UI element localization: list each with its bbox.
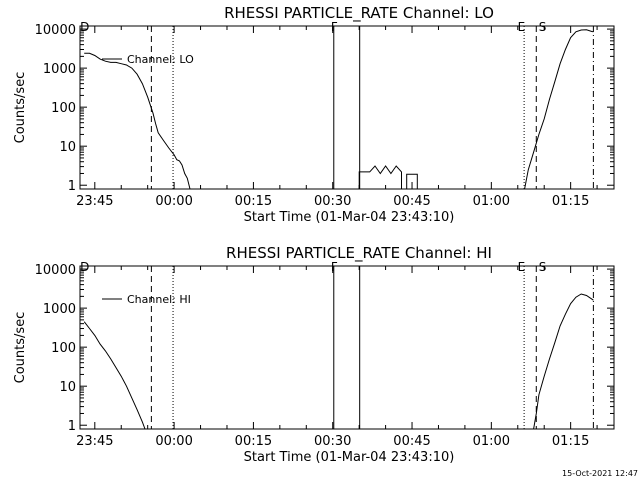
x-tick-label: 01:00 <box>473 434 510 449</box>
y-tick-label: 10000 <box>35 23 76 38</box>
series-line <box>533 293 594 429</box>
series-line <box>406 173 418 189</box>
y-tick-label: 1 <box>68 179 76 194</box>
event-marker-s: S <box>539 20 547 34</box>
x-tick-label: 00:30 <box>314 194 351 209</box>
y-tick-label: 1000 <box>43 62 76 77</box>
series-line <box>524 29 594 189</box>
event-marker-e: E <box>518 20 526 34</box>
x-tick-label: 23:45 <box>76 434 113 449</box>
chart-title: RHESSI PARTICLE_RATE Channel: LO <box>224 4 494 23</box>
event-marker-d: D <box>80 260 89 274</box>
event-marker-d: D <box>80 20 89 34</box>
panel-hi: RHESSI PARTICLE_RATE Channel: HI 23:45 00:… <box>13 244 615 465</box>
event-marker-f: F <box>331 260 338 274</box>
x-tick-label: 00:30 <box>314 434 351 449</box>
y-tick-label: 1000 <box>43 302 76 317</box>
legend-label: Channel: HI <box>127 293 191 306</box>
y-tick-label: 10 <box>59 380 76 395</box>
x-tick-label: 00:00 <box>155 194 192 209</box>
y-tick-label: 10 <box>59 140 76 155</box>
y-tick-label: 100 <box>51 341 76 356</box>
x-tick-label: 00:15 <box>235 434 272 449</box>
chart-title: RHESSI PARTICLE_RATE Channel: HI <box>226 244 492 263</box>
series-line <box>83 321 146 429</box>
y-axis-label: Counts/sec <box>13 312 28 384</box>
x-tick-label: 00:15 <box>235 194 272 209</box>
x-tick-label: 23:45 <box>76 194 113 209</box>
x-axis-label: Start Time (01-Mar-04 23:43:10) <box>244 210 455 225</box>
x-tick-label: 00:45 <box>393 194 430 209</box>
x-tick-label: 00:45 <box>393 434 430 449</box>
legend-label: Channel: LO <box>127 53 194 66</box>
event-marker-s: S <box>539 260 547 274</box>
series-line <box>84 52 191 189</box>
x-tick-label: 01:00 <box>473 194 510 209</box>
y-tick-label: 100 <box>51 101 76 116</box>
event-marker-f: F <box>331 20 338 34</box>
plot-timestamp: 15-Oct-2021 12:47 <box>562 469 638 478</box>
y-tick-label: 10000 <box>35 263 76 278</box>
event-marker-e: E <box>518 260 526 274</box>
x-tick-label: 00:00 <box>155 434 192 449</box>
x-tick-label: 01:15 <box>552 434 589 449</box>
panel-lo: RHESSI PARTICLE_RATE Channel: LO 23:45 00:… <box>13 4 615 225</box>
x-tick-label: 01:15 <box>552 194 589 209</box>
y-tick-label: 1 <box>68 419 76 434</box>
y-axis-label: Counts/sec <box>13 72 28 144</box>
series-line <box>358 165 402 189</box>
x-axis-label: Start Time (01-Mar-04 23:43:10) <box>244 450 455 465</box>
